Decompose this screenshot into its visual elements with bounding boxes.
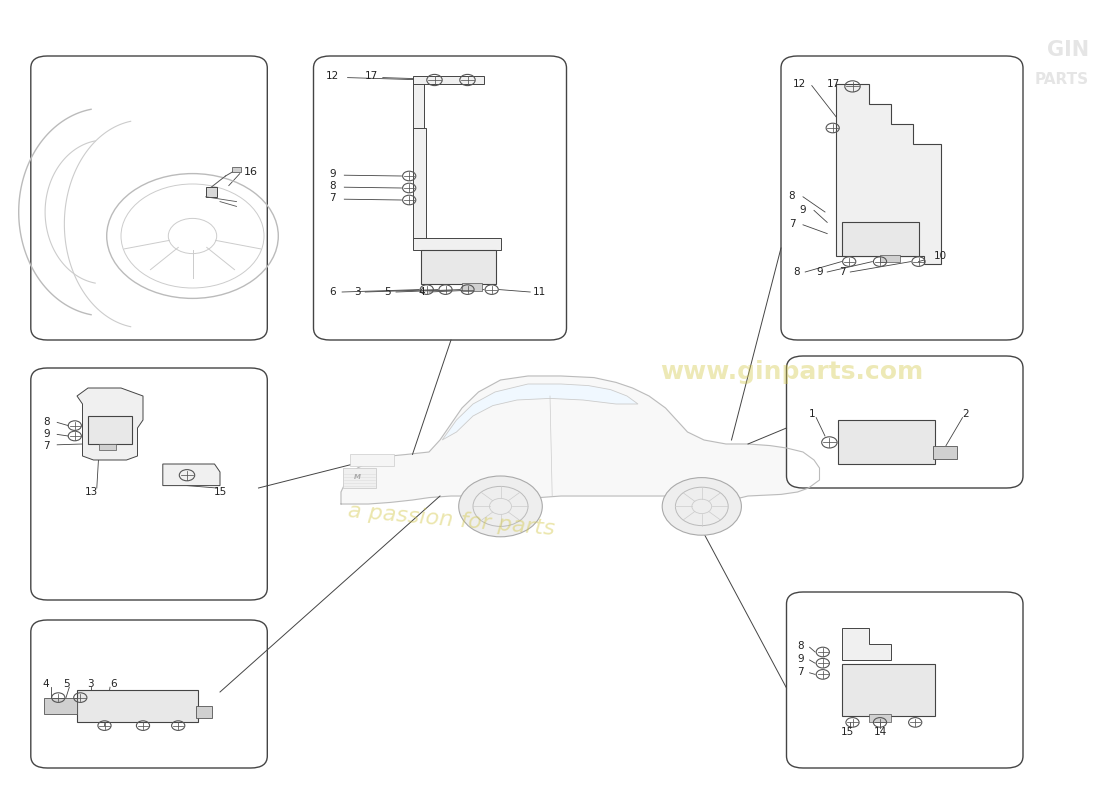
FancyBboxPatch shape — [314, 56, 566, 340]
Bar — [842, 222, 918, 256]
Text: 11: 11 — [532, 287, 546, 297]
Text: 17: 17 — [827, 79, 840, 89]
Bar — [933, 446, 957, 459]
Text: 3: 3 — [354, 287, 361, 297]
Text: 15: 15 — [840, 727, 854, 737]
Text: GIN: GIN — [1047, 40, 1089, 60]
Text: www.ginparts.com: www.ginparts.com — [660, 360, 924, 384]
Text: 8: 8 — [798, 642, 804, 651]
Bar — [838, 420, 935, 464]
Text: 2: 2 — [962, 410, 969, 419]
Text: 9: 9 — [329, 170, 336, 179]
Text: 7: 7 — [798, 667, 804, 677]
Text: 14: 14 — [873, 727, 887, 737]
Text: 8: 8 — [793, 267, 800, 277]
Text: 12: 12 — [326, 71, 339, 81]
Text: 16: 16 — [244, 167, 257, 177]
FancyBboxPatch shape — [786, 592, 1023, 768]
Text: 7: 7 — [789, 219, 795, 229]
Bar — [232, 167, 241, 172]
Polygon shape — [836, 84, 940, 264]
Circle shape — [459, 476, 542, 537]
Bar — [88, 416, 132, 444]
Bar — [869, 714, 891, 722]
Text: M: M — [354, 474, 361, 480]
Text: 9: 9 — [816, 267, 823, 277]
Text: 7: 7 — [329, 194, 336, 203]
Bar — [842, 664, 935, 716]
Circle shape — [662, 478, 741, 535]
Text: a passion for parts: a passion for parts — [346, 501, 556, 539]
Text: 12: 12 — [793, 79, 806, 89]
FancyBboxPatch shape — [781, 56, 1023, 340]
Text: 6: 6 — [329, 287, 336, 297]
Text: 5: 5 — [384, 287, 390, 297]
Text: 3: 3 — [87, 679, 94, 689]
Polygon shape — [206, 187, 217, 197]
Bar — [196, 706, 212, 718]
Text: 9: 9 — [798, 654, 804, 664]
Bar — [462, 283, 482, 291]
Bar — [350, 454, 394, 466]
Text: 8: 8 — [329, 182, 336, 191]
Polygon shape — [77, 388, 143, 460]
FancyBboxPatch shape — [786, 356, 1023, 488]
Text: 7: 7 — [43, 441, 50, 450]
Bar — [44, 698, 77, 714]
Polygon shape — [163, 464, 220, 486]
Text: 13: 13 — [85, 487, 98, 497]
FancyBboxPatch shape — [31, 620, 267, 768]
Bar — [343, 468, 376, 488]
Text: PARTS: PARTS — [1035, 72, 1089, 87]
Text: 4: 4 — [43, 679, 50, 689]
Bar — [880, 255, 900, 262]
Text: 7: 7 — [839, 267, 846, 277]
Bar — [99, 444, 116, 450]
Polygon shape — [442, 384, 638, 440]
Text: 9: 9 — [800, 205, 806, 214]
Bar — [412, 238, 500, 250]
Polygon shape — [341, 376, 820, 509]
Text: 15: 15 — [213, 487, 227, 497]
Text: 8: 8 — [789, 191, 795, 201]
FancyBboxPatch shape — [31, 368, 267, 600]
Polygon shape — [842, 628, 891, 660]
Text: 1: 1 — [808, 410, 815, 419]
Text: 4: 4 — [418, 287, 425, 297]
Text: 10: 10 — [934, 251, 947, 261]
Bar — [412, 128, 426, 240]
Text: 5: 5 — [63, 679, 69, 689]
Text: 17: 17 — [365, 71, 378, 81]
Bar — [412, 80, 424, 136]
Bar — [77, 690, 198, 722]
Text: 8: 8 — [43, 417, 50, 426]
Bar — [421, 250, 496, 284]
FancyBboxPatch shape — [31, 56, 267, 340]
Bar — [412, 76, 484, 84]
Text: 6: 6 — [110, 679, 117, 689]
Text: 9: 9 — [43, 429, 50, 438]
